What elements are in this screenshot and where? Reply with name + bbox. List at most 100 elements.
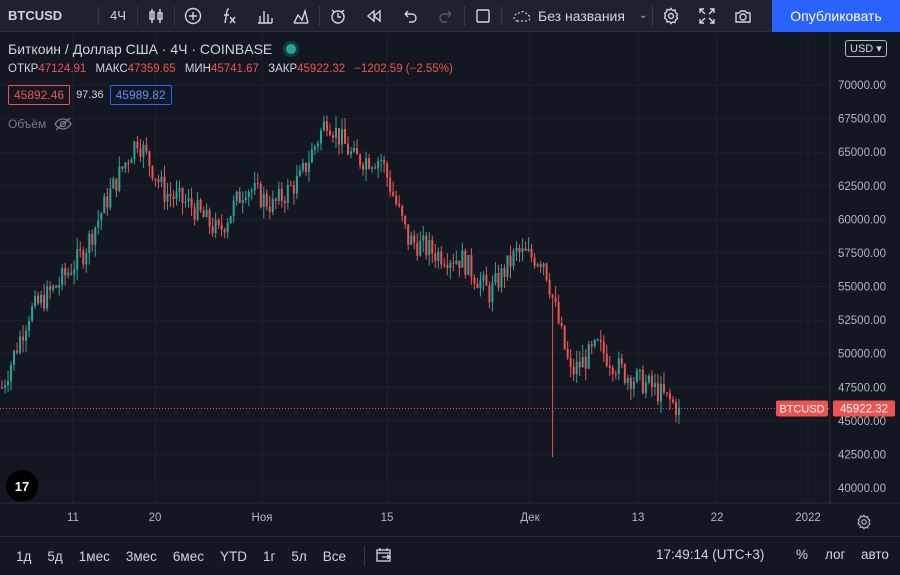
range-3m[interactable]: 3мес [125, 548, 157, 564]
range-6m[interactable]: 6мес [172, 548, 204, 564]
candle-body [244, 197, 247, 200]
candle-body [608, 365, 611, 368]
candle-body [452, 262, 455, 264]
candle-body [410, 235, 413, 245]
range-5d[interactable]: 5д [47, 548, 63, 564]
toolbar-divider [98, 5, 99, 26]
ohlc-values: ОТКР47124.91 МАКС47359.65 МИН45741.67 ЗА… [8, 63, 459, 75]
candle-body [635, 370, 638, 382]
candle-body [277, 188, 280, 201]
top-toolbar: BTCUSD 4Ч Без названия ⌄ Опубликовать [0, 0, 900, 32]
toolbar-divider [652, 5, 653, 26]
candle-body [620, 358, 623, 365]
candle-body [307, 162, 310, 172]
candle-body [641, 369, 644, 394]
market-open-indicator[interactable] [286, 44, 297, 54]
candle-body [554, 297, 557, 303]
toolbar-divider [501, 5, 502, 26]
interval-button[interactable]: 4Ч [110, 8, 126, 23]
candle-body [91, 233, 94, 245]
range-1y[interactable]: 1г [262, 548, 276, 564]
redo-icon[interactable] [428, 0, 464, 32]
candle-body [1, 387, 3, 389]
candle-body [208, 209, 211, 227]
log-scale-toggle[interactable]: лог [825, 547, 846, 562]
candle-body [503, 268, 506, 277]
candle-body [617, 358, 620, 375]
tradingview-logo[interactable]: 17 [6, 470, 38, 502]
candle-body [46, 286, 49, 309]
x-tick-label: 20 [149, 512, 162, 524]
layout-name-button[interactable]: Без названия ⌄ [502, 0, 652, 32]
symbol-search-button[interactable]: BTCUSD [8, 8, 63, 23]
y-tick-label: 65000.00 [838, 147, 886, 159]
toolbar-divider [174, 5, 175, 26]
currency-select[interactable]: USD ▾ [845, 40, 887, 57]
candle-body [404, 216, 407, 225]
candle-body [443, 264, 446, 266]
candles [1, 115, 680, 458]
timezone-clock[interactable]: 17:49:14 (UTC+3) [656, 547, 765, 562]
y-tick-label: 52500.00 [838, 315, 886, 327]
go-to-date-icon[interactable] [375, 547, 393, 566]
candle-body [127, 162, 130, 164]
percent-scale-toggle[interactable]: % [796, 547, 809, 562]
bar-chart-icon[interactable] [247, 0, 283, 32]
range-1d[interactable]: 1д [16, 548, 32, 564]
candle-body [145, 144, 148, 152]
candle-body [226, 223, 229, 233]
candle-body [169, 193, 172, 197]
candle-body [650, 375, 653, 388]
buy-button[interactable]: 45989.82 [109, 85, 172, 105]
gear-icon[interactable] [856, 514, 872, 530]
candle-body [533, 257, 536, 266]
time-axis[interactable]: 11 20 Ноя 15 Дек 13 22 2022 [67, 512, 821, 524]
candle-body [133, 141, 136, 160]
candle-body [286, 185, 289, 204]
templates-icon[interactable] [283, 0, 319, 32]
price-marker-symbol-bg [776, 400, 828, 417]
replay-icon[interactable] [356, 0, 392, 32]
publish-button[interactable]: Опубликовать [772, 0, 900, 32]
fullscreen-box-icon[interactable] [465, 0, 501, 32]
candle-body [238, 191, 241, 203]
price-chart[interactable]: 40000.00 42500.00 45000.00 47500.00 50000.00… [0, 33, 900, 536]
candle-body [662, 383, 665, 393]
y-tick-label: 67500.00 [838, 114, 886, 126]
candle-body [428, 240, 431, 255]
candles-icon[interactable] [138, 0, 174, 32]
expand-icon[interactable] [689, 0, 725, 32]
volume-indicator[interactable]: Объём [8, 117, 72, 131]
undo-icon[interactable] [392, 0, 428, 32]
sell-button[interactable]: 45892.46 [8, 85, 71, 105]
range-1m[interactable]: 1мес [78, 548, 110, 564]
fx-icon[interactable] [211, 0, 247, 32]
candle-body [593, 339, 596, 347]
range-all[interactable]: Все [322, 548, 347, 564]
candle-body [157, 179, 160, 182]
x-tick-label: 13 [632, 512, 645, 524]
price-axis[interactable]: 40000.00 42500.00 45000.00 47500.00 50000.00… [838, 80, 886, 495]
candle-body [331, 135, 334, 138]
candle-body [425, 235, 428, 255]
camera-icon[interactable] [725, 0, 761, 32]
candle-body [175, 191, 178, 199]
candle-body [539, 264, 542, 267]
candle-body [578, 361, 581, 368]
candle-body [13, 350, 16, 365]
candle-body [196, 200, 199, 220]
candle-body [325, 121, 328, 131]
eye-crossed-icon[interactable] [54, 117, 72, 131]
candle-body [118, 166, 121, 191]
alert-icon[interactable] [320, 0, 356, 32]
candle-body [542, 263, 545, 267]
add-indicator-icon[interactable] [175, 0, 211, 32]
auto-scale-toggle[interactable]: авто [861, 547, 889, 562]
range-5y[interactable]: 5л [291, 548, 307, 564]
candle-body [19, 336, 22, 353]
settings-icon[interactable] [653, 0, 689, 32]
candle-body [416, 242, 419, 256]
range-ytd[interactable]: YTD [219, 548, 247, 564]
candle-body [341, 129, 344, 145]
candle-body [37, 295, 40, 304]
